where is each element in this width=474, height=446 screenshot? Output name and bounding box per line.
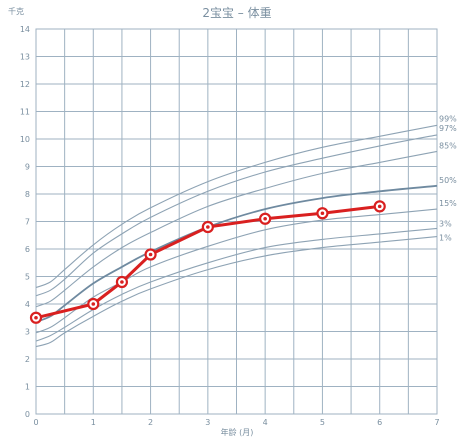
x-tick-label: 3 [205,418,210,427]
percentile-curve [35,236,438,348]
percentile-curves: 99%97% 85% 50% 15% 3% 1% [35,114,457,348]
x-tick-label: 7 [434,418,439,427]
percentile-label: 99% [439,114,457,123]
y-tick-label: 7 [25,218,30,227]
percentile-label: 1% [439,234,452,243]
plot-frame [35,28,438,415]
y-tick-label: 8 [25,190,30,199]
data-point-center [91,302,96,306]
data-point-center [377,204,382,209]
chart-title: 2宝宝 – 体重 [202,6,271,20]
x-tick-label: 0 [33,418,38,427]
percentile-label: 15% [439,199,457,208]
percentile-curve [35,150,438,308]
x-tick-label: 4 [263,418,268,427]
data-point-center [34,315,38,320]
percentile-label: 3% [439,219,452,228]
y-tick-label: 10 [20,135,30,144]
percentile-curve [35,124,438,289]
x-tick-label: 6 [377,418,382,427]
percentile-label: 50% [439,176,457,185]
x-tick-label: 1 [91,418,96,427]
data-point-center [148,252,153,257]
percentile-label: 97% [439,124,457,133]
x-tick-label: 2 [148,418,153,427]
y-tick-label: 0 [25,410,30,419]
y-tick-label: 1 [25,383,30,392]
data-point-center [206,225,210,229]
percentile-curve [35,134,438,297]
y-tick-label: 11 [20,108,30,117]
percentile-curve [35,208,438,334]
data-point-center [263,216,267,221]
y-tick-label: 9 [25,163,30,172]
x-axis-label: 年龄 (月) [221,427,254,437]
percentile-curve [35,227,438,342]
y-tick-label: 5 [25,273,30,282]
y-tick-label: 4 [25,300,30,309]
y-axis-label: 千克 [8,6,24,16]
weight-series [29,200,386,324]
y-tick-label: 14 [20,25,30,34]
x-tick-label: 5 [320,418,325,427]
y-tick-label: 12 [20,80,30,89]
percentile-label: 85% [439,141,457,150]
y-tick-label: 2 [25,355,30,364]
y-tick-label: 13 [20,53,30,62]
data-point-center [320,211,325,216]
y-tick-label: 3 [25,328,30,337]
data-point-center [120,280,124,284]
y-tick-label: 6 [25,245,30,254]
